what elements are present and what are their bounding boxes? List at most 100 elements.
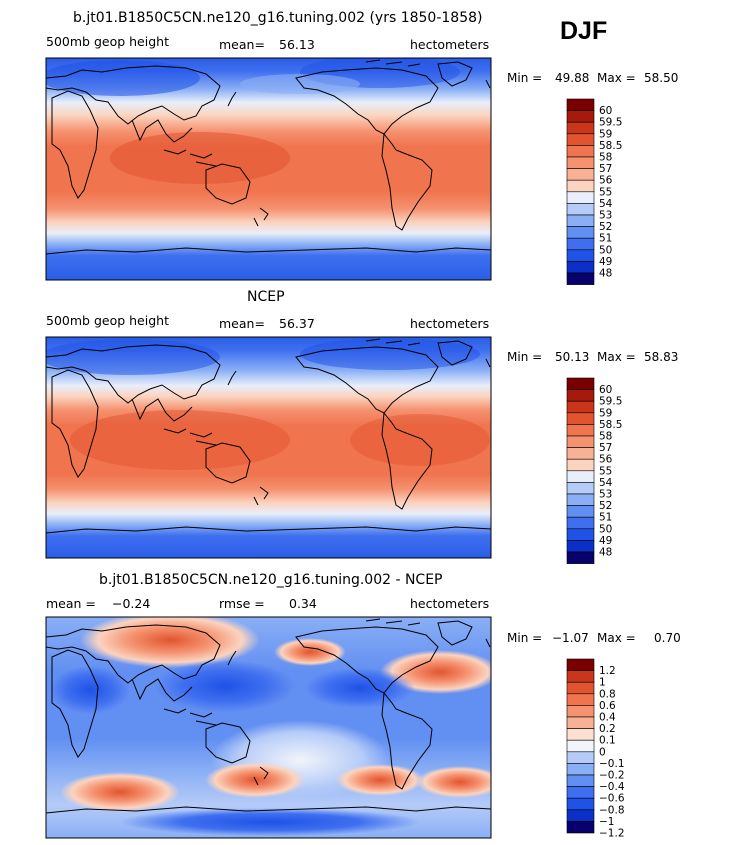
panel3-colorbar-label: 0.8 [599,688,616,700]
panel2-colorbar-box [566,516,595,530]
panel2-colorbar-box [566,377,595,390]
panel2-colorbar-box [566,470,595,483]
panel3-colorbar-box [566,670,595,683]
panel3-colorbar-label: −1 [599,816,614,828]
panel3-colorbar-label: −0.1 [599,758,625,770]
panel2-colorbar-label: 58.5 [599,419,622,431]
panel2-colorbar-label: 51 [599,512,612,524]
panel3-colorbar-box [566,809,595,822]
panel2-colorbar-box [566,389,595,402]
panel2-colorbar-label: 55 [599,465,612,477]
panel1-max-value: 58.50 [644,71,679,85]
panel3-colorbar-box [566,739,595,753]
panel2-title: NCEP [247,289,285,305]
panel2-colorbar-box [566,447,595,460]
panel1-colorbar-box [566,98,595,111]
panel1-colorbar-box [566,237,595,251]
panel1-colorbar-label: 53 [599,210,612,222]
panel3-colorbar-label: 0.1 [599,735,616,747]
panel1-colorbar-label: 50 [599,244,612,256]
panel1-colorbar-box [566,191,595,204]
panel2-colorbar-label: 54 [599,477,613,489]
panel3-max-value: 0.70 [654,631,681,645]
panel3-colorbar-box [566,705,595,718]
panel3-rmse-label: rmse = [219,596,265,611]
panel3-colorbar-box [566,797,595,811]
panel1-colorbar-box [566,145,595,158]
panel1-mean-value: 56.13 [279,37,315,52]
panel2-colorbar-box [566,458,595,472]
panel3-mean-value: −0.24 [112,596,151,611]
panel1-max-label: Max = [597,71,636,85]
panel2-variable-label: 500mb geop height [46,313,169,328]
panel3-units: hectometers [410,596,490,611]
panel1-colorbar-box [566,179,595,193]
panel2-colorbar-box [566,424,595,437]
panel2-colorbar-label: 53 [599,489,612,501]
panel1-colorbar-label: 57 [599,163,612,175]
panel3-colorbar-label: −0.6 [599,793,625,805]
panel3-min-value: −1.07 [552,631,589,645]
panel1-map [45,57,492,281]
panel3-colorbar-box [566,728,595,741]
panel3-colorbar-label: −0.4 [599,781,625,793]
panel2-max-value: 58.83 [644,350,679,364]
panel1-colorbar-box [566,168,595,181]
panel2-units: hectometers [410,316,490,331]
panel3-rmse-value: 0.34 [289,596,317,611]
panel1-colorbar-label: 54 [599,198,613,210]
panel3-colorbar-label: −0.8 [599,804,625,816]
panel3-colorbar-label: 1 [599,677,606,689]
panel2-colorbar-box [566,400,595,414]
panel3-colorbar-box [566,716,595,729]
panel1-colorbar-box [566,121,595,135]
panel2-colorbar-label: 50 [599,523,612,535]
panel1-colorbar-label: 55 [599,186,612,198]
panel1-colorbar-box [566,133,595,146]
panel2-colorbar-box [566,493,595,506]
panel1-title: b.jt01.B1850C5CN.ne120_g16.tuning.002 (y… [73,10,483,26]
panel1-colorbar-label: 52 [599,221,612,233]
panel1-colorbar-label: 58 [599,152,612,164]
season-label: DJF [560,17,608,45]
panel2-max-label: Max = [597,350,636,364]
panel2-map [45,336,492,559]
panel3-colorbar-box [566,821,595,834]
panel1-colorbar-box [566,261,595,274]
panel2-colorbar-box [566,528,595,541]
panel3-title: b.jt01.B1850C5CN.ne120_g16.tuning.002 - … [99,572,443,588]
panel3-colorbar-box [566,786,595,799]
panel2-colorbar-label: 56 [599,454,613,466]
panel3-colorbar-label: −0.2 [599,770,625,782]
panel1-min-value: 49.88 [555,71,590,85]
panel3-colorbar-box [566,681,595,695]
panel3-colorbar-box [566,751,595,764]
panel3-colorbar-label: 0 [599,746,606,758]
panel1-colorbar-label: 58.5 [599,140,622,152]
panel2-colorbar-box [566,551,595,564]
panel1-colorbar-label: 56 [599,175,613,187]
panel1-colorbar-box [566,272,595,285]
panel1-variable-label: 500mb geop height [46,34,169,49]
panel1-colorbar-label: 51 [599,233,612,245]
panel3-colorbar-box [566,693,595,706]
panel3-colorbar-label: 0.6 [599,700,616,712]
panel2-colorbar-box [566,435,595,448]
panel1-colorbar-label: 59.5 [599,117,622,129]
panel1-colorbar-label: 49 [599,256,612,268]
panel2-colorbar-box [566,505,595,518]
panel3-colorbar-label: 0.2 [599,723,616,735]
panel2-colorbar-label: 60 [599,384,612,396]
panel1-colorbar-box [566,110,595,123]
panel1-min-label: Min = [507,71,543,85]
panel2-colorbar-box [566,540,595,553]
panel1-colorbar-box [566,203,595,216]
panel2-colorbar-label: 59.5 [599,396,622,408]
panel2-colorbar-label: 57 [599,442,612,454]
panel2-mean-value: 56.37 [279,316,315,331]
panel2-colorbar-label: 49 [599,535,612,547]
panel2-colorbar-label: 52 [599,500,612,512]
panel2-colorbar-label: 59 [599,407,612,419]
